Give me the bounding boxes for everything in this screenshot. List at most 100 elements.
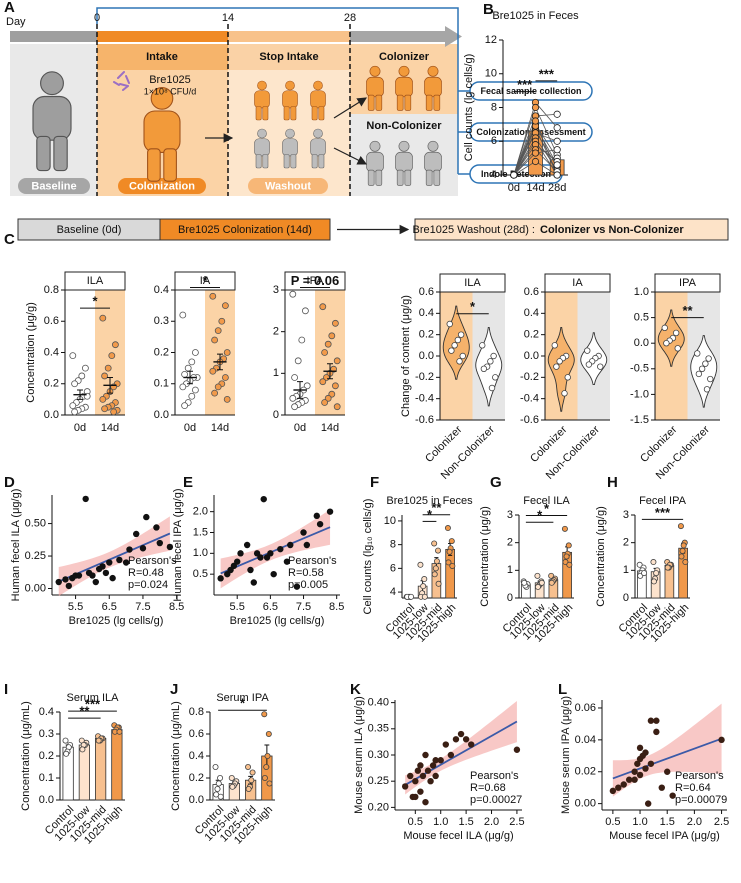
y-tick-label: -0.2 bbox=[520, 371, 539, 383]
point bbox=[553, 146, 561, 154]
point bbox=[321, 349, 329, 356]
point bbox=[488, 384, 496, 392]
panel-letter: H bbox=[607, 474, 618, 491]
point bbox=[331, 319, 339, 327]
point bbox=[585, 361, 593, 368]
phase-box bbox=[159, 218, 331, 241]
stage-label: Baseline bbox=[31, 180, 76, 192]
x-tick-label: 8.5 bbox=[169, 601, 184, 613]
point bbox=[551, 342, 558, 349]
arrow bbox=[333, 97, 368, 119]
point bbox=[209, 292, 217, 300]
point bbox=[265, 731, 272, 738]
day-label: 0 bbox=[94, 12, 100, 24]
point bbox=[674, 345, 681, 352]
point bbox=[564, 374, 571, 381]
x-tick-label: 1.0 bbox=[433, 816, 448, 828]
point bbox=[642, 765, 649, 772]
chart-title: ILA bbox=[464, 277, 481, 289]
x-tick-label: 0d bbox=[74, 422, 86, 434]
point bbox=[89, 572, 96, 579]
point bbox=[412, 793, 419, 801]
y-tick-label: 2 bbox=[273, 326, 279, 338]
y-tick-label: 0.0 bbox=[44, 409, 59, 421]
y-tick-label: 0.0 bbox=[154, 409, 169, 421]
title-strip bbox=[654, 273, 721, 293]
title-strip bbox=[544, 273, 611, 293]
point bbox=[99, 395, 107, 403]
y-tick-label: 0.04 bbox=[575, 734, 596, 746]
point bbox=[513, 746, 521, 753]
timeline-bar bbox=[228, 31, 350, 42]
point bbox=[609, 787, 617, 795]
x-axis-label: Mouse fecel ILA (μg/g) bbox=[403, 830, 513, 842]
y-tick-label: 0.4 bbox=[39, 706, 54, 718]
point bbox=[698, 365, 706, 372]
point bbox=[419, 772, 427, 780]
subject-line bbox=[535, 120, 558, 176]
point bbox=[289, 394, 297, 402]
x-tick-label: 1.5 bbox=[660, 816, 675, 828]
point bbox=[435, 580, 442, 587]
point bbox=[261, 711, 268, 718]
point bbox=[414, 767, 422, 774]
group-label: Colonizer bbox=[379, 51, 430, 63]
point bbox=[531, 103, 540, 112]
title-strip bbox=[284, 271, 346, 291]
x-tick-label: 2.0 bbox=[687, 816, 702, 828]
x-tick-label: 0.5 bbox=[408, 816, 423, 828]
subject-line bbox=[513, 161, 536, 176]
x-tick-label: 28d bbox=[548, 182, 566, 194]
point bbox=[110, 408, 117, 416]
bar bbox=[111, 729, 123, 801]
y-tick-label: 10 bbox=[485, 68, 497, 80]
point bbox=[71, 408, 78, 416]
point bbox=[417, 762, 424, 769]
arrow bbox=[333, 147, 368, 165]
subject-line bbox=[535, 137, 558, 171]
error-bar bbox=[107, 377, 113, 394]
strain-label: Bre1025 bbox=[149, 74, 191, 86]
y-tick-label: 0.02 bbox=[575, 766, 596, 778]
point bbox=[215, 780, 222, 787]
x-tick-label: 5.5 bbox=[230, 601, 245, 613]
y-tick-label: 1.5 bbox=[193, 526, 208, 538]
y-tick-label: 0.00 bbox=[25, 582, 46, 594]
y-axis-label: Concentration (μg/g) bbox=[25, 302, 37, 403]
point bbox=[218, 317, 226, 325]
y-tick-label: 4 bbox=[491, 169, 497, 181]
point bbox=[283, 558, 291, 565]
y-tick-label: 0.40 bbox=[368, 697, 389, 709]
assay-box bbox=[469, 81, 593, 101]
panel-letter: B bbox=[483, 1, 494, 18]
x-tick-label: 2.0 bbox=[484, 816, 499, 828]
point bbox=[641, 570, 648, 577]
bar bbox=[445, 548, 455, 599]
subject-line bbox=[513, 120, 536, 176]
x-tick-label: 14d bbox=[321, 422, 339, 434]
point bbox=[678, 553, 685, 560]
point bbox=[452, 736, 460, 743]
point bbox=[270, 570, 277, 578]
regression-line bbox=[612, 737, 722, 780]
point bbox=[248, 777, 255, 784]
point bbox=[101, 372, 108, 380]
annotation: R=0.64 bbox=[675, 782, 711, 794]
point bbox=[181, 402, 189, 410]
point bbox=[620, 781, 627, 788]
point bbox=[191, 386, 199, 394]
point bbox=[333, 403, 341, 411]
point bbox=[447, 751, 455, 759]
point bbox=[433, 558, 440, 565]
point bbox=[694, 350, 701, 357]
y-tick-label: 0.5 bbox=[634, 312, 649, 324]
y-tick-label: 8 bbox=[390, 539, 396, 551]
point bbox=[446, 320, 453, 328]
annotation: p=0.00079 bbox=[675, 794, 727, 806]
y-tick-label: 0.20 bbox=[368, 801, 389, 813]
point bbox=[422, 751, 429, 759]
point bbox=[139, 545, 147, 552]
annotation: Pearson's bbox=[470, 770, 519, 782]
subject-line bbox=[513, 107, 536, 176]
subject-line bbox=[513, 144, 536, 176]
